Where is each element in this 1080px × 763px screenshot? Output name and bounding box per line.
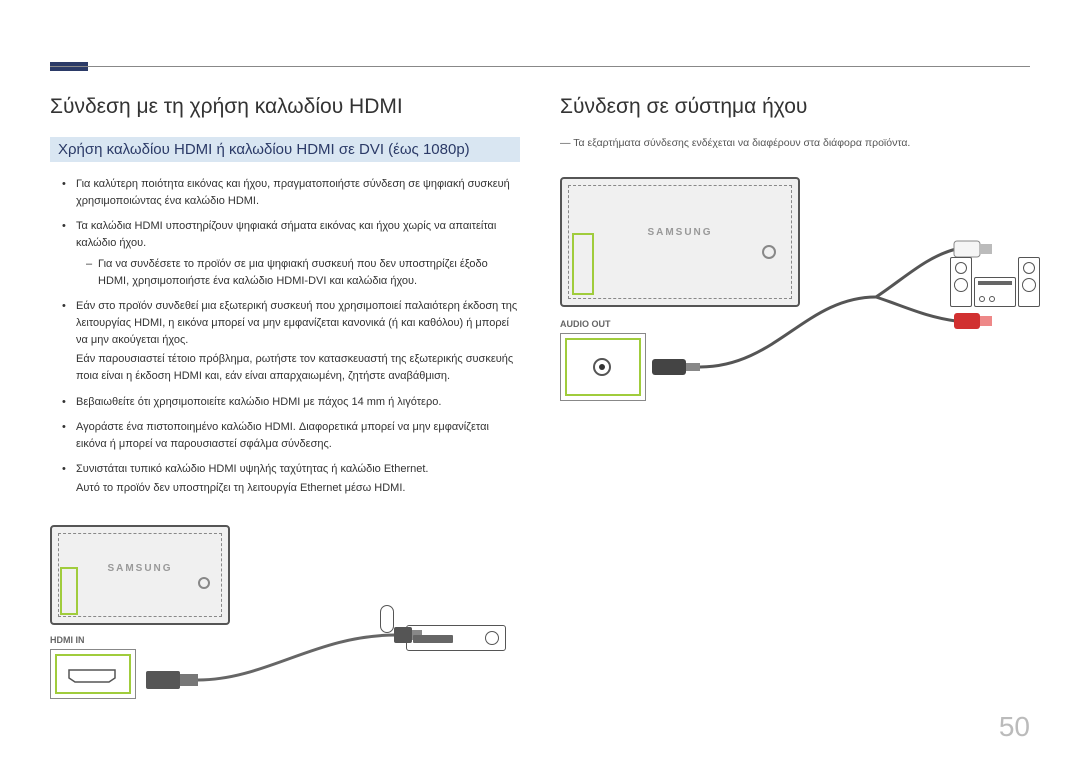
hdmi-in-label: HDMI IN xyxy=(50,635,85,645)
port-highlight xyxy=(572,233,594,295)
hdmi-cable-icon xyxy=(136,625,436,715)
tv-stand-icon xyxy=(198,577,210,589)
list-item: Για καλύτερη ποιότητα εικόνας και ήχου, … xyxy=(66,176,520,210)
tv-rear-panel: SAMSUNG xyxy=(50,525,230,625)
hdmi-adapter-icon xyxy=(380,605,394,633)
page-number: 50 xyxy=(999,711,1030,743)
list-continuation: Εάν παρουσιαστεί τέτοιο πρόβλημα, ρωτήστ… xyxy=(50,351,520,385)
left-title: Σύνδεση με τη χρήση καλωδίου HDMI xyxy=(50,95,520,119)
header-rule xyxy=(50,66,1030,67)
list-item: Βεβαιωθείτε ότι χρησιμοποιείτε καλώδιο H… xyxy=(66,394,520,411)
hdmi-in-port-box xyxy=(50,649,136,699)
audio-diagram: SAMSUNG AUDIO OUT xyxy=(560,177,1030,437)
hdmi-diagram: SAMSUNG HDMI IN xyxy=(50,525,520,725)
list-item: Εάν στο προϊόν συνδεθεί μια εξωτερική συ… xyxy=(66,298,520,349)
left-subtitle: Χρήση καλωδίου HDMI ή καλωδίου HDMI σε D… xyxy=(50,137,520,162)
tv-logo: SAMSUNG xyxy=(52,563,228,574)
list-subitem: Για να συνδέσετε το προϊόν σε μια ψηφιακ… xyxy=(86,256,520,290)
content-columns: Σύνδεση με τη χρήση καλωδίου HDMI Χρήση … xyxy=(50,95,1030,725)
list-item: Αγοράστε ένα πιστοποιημένο καλώδιο HDMI.… xyxy=(66,419,520,453)
hdmi-bullet-list: Για καλύτερη ποιότητα εικόνας και ήχου, … xyxy=(50,176,520,349)
right-column: Σύνδεση σε σύστημα ήχου Τα εξαρτήματα σύ… xyxy=(560,95,1030,725)
audio-jack-icon xyxy=(593,358,611,376)
list-continuation: Αυτό το προϊόν δεν υποστηρίζει τη λειτου… xyxy=(50,480,520,497)
hdmi-bullet-list-2: Βεβαιωθείτε ότι χρησιμοποιείτε καλώδιο H… xyxy=(50,394,520,478)
port-highlight xyxy=(60,567,78,615)
audio-out-label: AUDIO OUT xyxy=(560,319,611,329)
list-item: Συνιστάται τυπικό καλώδιο HDMI υψηλής τα… xyxy=(66,461,520,478)
speaker-system-icon xyxy=(950,257,1040,327)
left-column: Σύνδεση με τη χρήση καλωδίου HDMI Χρήση … xyxy=(50,95,520,725)
list-item: Τα καλώδια HDMI υποστηρίζουν ψηφιακά σήμ… xyxy=(66,218,520,290)
right-note: Τα εξαρτήματα σύνδεσης ενδέχεται να διαφ… xyxy=(560,137,1030,149)
right-title: Σύνδεση σε σύστημα ήχου xyxy=(560,95,1030,119)
audio-out-port-box xyxy=(560,333,646,401)
hdmi-port-icon xyxy=(67,668,117,684)
external-player-icon xyxy=(406,625,506,651)
